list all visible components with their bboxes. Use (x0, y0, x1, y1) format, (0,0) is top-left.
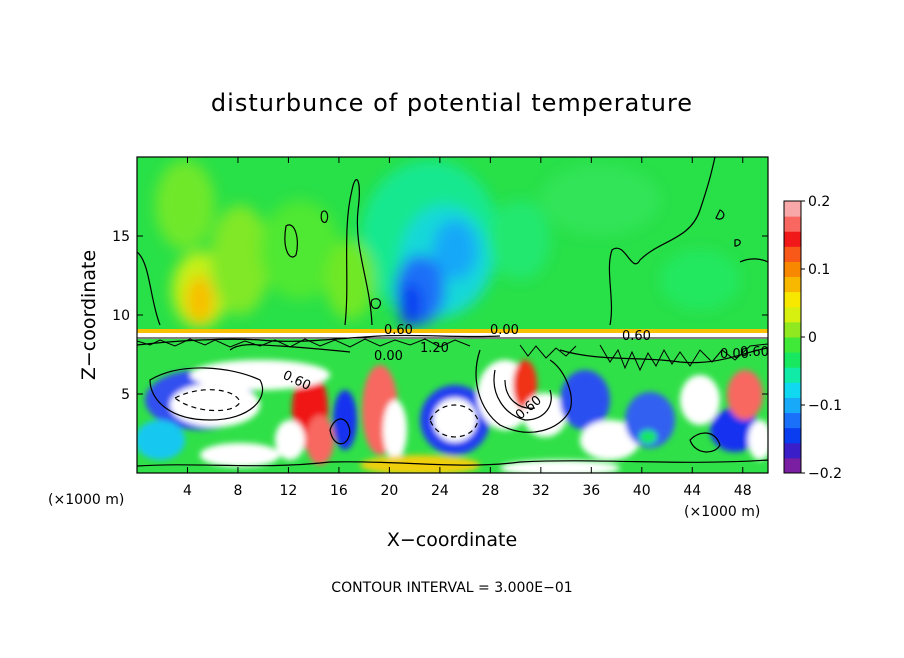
colorbar-tick-label: 0.1 (808, 262, 830, 278)
colorbar-swatch (784, 397, 801, 414)
x-tick-label: 4 (183, 483, 192, 499)
x-unit-right: (×1000 m) (684, 504, 760, 520)
contour-label: 0.00 (490, 323, 519, 338)
x-unit-left: (×1000 m) (48, 492, 124, 508)
contour-line (519, 344, 577, 359)
colorbar-tick-label: −0.1 (808, 398, 842, 414)
colorbar-swatch (784, 427, 801, 444)
x-tick-label: 12 (280, 483, 298, 499)
x-tick-label: 8 (233, 483, 242, 499)
contour-line (608, 157, 716, 326)
contour-label: 0.60 (622, 329, 651, 344)
plot-area: 0.60 0.00 0.60 0.00 1.20 0.60 0.60 0.00 … (137, 157, 769, 473)
x-tick-label: 20 (380, 483, 398, 499)
colorbar (783, 200, 802, 474)
contour-label: 0.00 (720, 347, 749, 362)
x-tick-label: 32 (532, 483, 550, 499)
y-tick-label: 15 (112, 229, 130, 245)
x-axis-title: X−coordinate (387, 529, 517, 551)
contour-line (137, 338, 471, 348)
contour-line (149, 367, 264, 421)
colorbar-swatch (784, 352, 801, 368)
band-contours (137, 337, 768, 372)
contour-line (504, 379, 536, 409)
colorbar-swatch (784, 261, 801, 278)
x-tick-label: 48 (734, 483, 752, 499)
colorbar-swatch (784, 367, 801, 383)
colorbar-swatch (784, 201, 801, 217)
colorbar-swatch (784, 306, 801, 323)
upper-field-patches (155, 160, 740, 328)
contour-line (329, 418, 351, 445)
x-axis: 4 8 12 16 20 24 28 32 36 40 44 48 (183, 157, 752, 499)
lower-field-patches (137, 360, 768, 473)
colorbar-swatch (784, 442, 801, 459)
contour-line (344, 179, 373, 326)
contour-label: 0.00 (374, 349, 403, 364)
contour-line (493, 369, 552, 421)
x-tick-label: 44 (683, 483, 701, 499)
contour-line (137, 251, 161, 326)
contour-interval-text: CONTOUR INTERVAL = 3.000E−01 (331, 580, 572, 596)
contour-line (689, 432, 721, 453)
contour-line (137, 334, 501, 346)
colorbar-ticks: 0.2 0.1 0 −0.1 −0.2 (801, 194, 842, 482)
colorbar-tick-label: −0.2 (808, 466, 842, 482)
y-tick-label: 10 (112, 308, 130, 324)
y-axis-title: Z−coordinate (78, 250, 100, 380)
colorbar-swatch (784, 412, 801, 429)
x-tick-label: 36 (582, 483, 600, 499)
colorbar-swatch (784, 382, 801, 398)
x-tick-label: 16 (330, 483, 348, 499)
x-tick-label: 28 (481, 483, 499, 499)
contour-line (229, 344, 351, 353)
contour-line (320, 210, 329, 223)
warm-band (137, 329, 768, 333)
y-axis: 5 10 15 (112, 229, 768, 403)
contour-line (715, 209, 725, 220)
colorbar-tick-label: 0 (808, 330, 817, 346)
contour-line (734, 239, 741, 247)
contour-line (137, 459, 768, 467)
colorbar-swatch (784, 246, 801, 262)
contour-line (370, 298, 382, 309)
contour-line (429, 404, 479, 438)
x-tick-label: 24 (431, 483, 449, 499)
contour-line (284, 224, 298, 258)
contour-lines (137, 157, 768, 467)
contour-label: 1.20 (420, 341, 449, 356)
colorbar-swatch (784, 216, 801, 232)
chart-title: disturbunce of potential temperature (211, 89, 693, 117)
colorbar-swatch (784, 231, 801, 247)
contour-label: 0.60 (740, 345, 769, 360)
x-tick-label: 40 (633, 483, 651, 499)
colorbar-swatch (784, 321, 801, 338)
colorbar-tick-label: 0.2 (808, 194, 830, 210)
y-tick-label: 5 (121, 387, 130, 403)
colorbar-swatch (784, 457, 801, 474)
contour-line (559, 347, 768, 364)
colorbar-swatch (784, 337, 801, 353)
contour-line (475, 349, 572, 433)
colorbar-swatch (784, 291, 801, 308)
contour-line (599, 343, 768, 372)
colorbar-swatch (784, 276, 801, 293)
contour-label: 0.60 (384, 323, 413, 338)
